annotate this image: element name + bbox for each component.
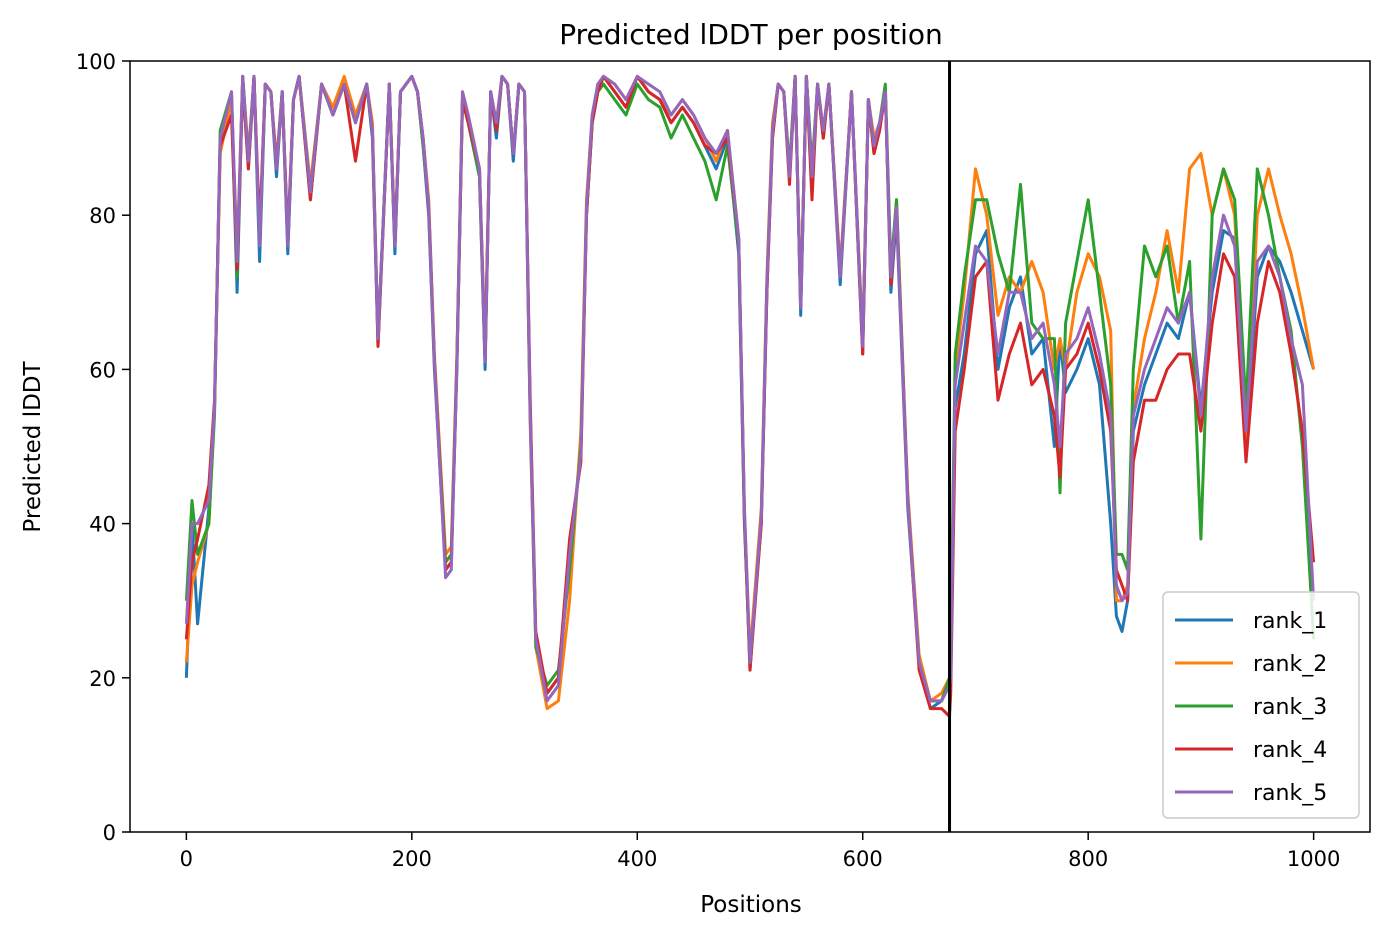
legend-label-rank_3: rank_3 [1253,695,1327,720]
x-tick-label: 800 [1068,847,1108,871]
y-axis-label: Predicted lDDT [20,360,46,532]
series-line-rank_2 [184,74,1316,711]
plot-frame [129,60,1371,833]
x-tick-label: 600 [843,847,883,871]
y-axis: 0 20 40 60 80 100 [76,50,130,845]
y-tick-label: 100 [76,50,116,74]
series-line-rank_5 [184,74,1316,703]
series-layer [184,74,1316,718]
x-axis-label: Positions [700,892,802,918]
legend-label-rank_1: rank_1 [1253,609,1327,634]
legend-label-rank_5: rank_5 [1253,781,1327,806]
y-tick-label: 60 [89,358,116,382]
legend-label-rank_2: rank_2 [1253,652,1327,677]
y-tick-label: 0 [103,821,116,845]
y-tick-label: 80 [89,204,116,228]
x-tick-label: 1000 [1287,847,1340,871]
x-tick-label: 400 [617,847,657,871]
x-tick-label: 0 [180,847,193,871]
legend: rank_1 rank_2 rank_3 rank_4 rank_5 [1162,591,1360,819]
y-tick-label: 20 [89,667,116,691]
legend-label-rank_4: rank_4 [1253,738,1327,763]
chart-title: Predicted lDDT per position [559,18,943,51]
x-tick-label: 200 [392,847,432,871]
x-axis: 0 200 400 600 800 1000 [180,832,1340,871]
legend-box [1162,591,1360,819]
plot-area [184,61,1316,832]
y-tick-label: 40 [89,513,116,537]
